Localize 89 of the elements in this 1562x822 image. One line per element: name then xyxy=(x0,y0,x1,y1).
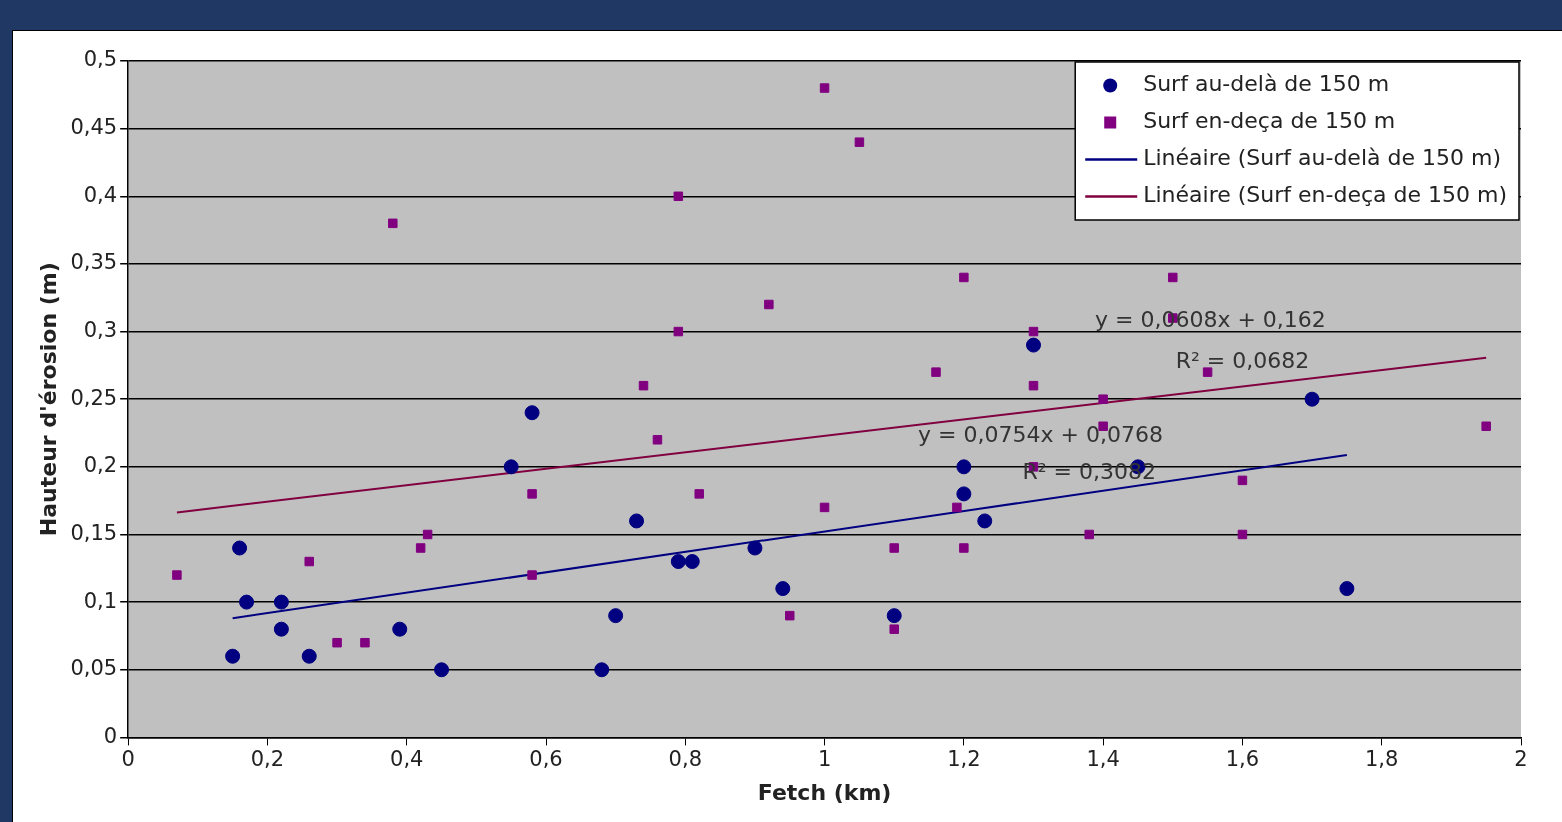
y-tick-label: 0,5 xyxy=(83,47,118,72)
y-axis-title: Hauteur d'érosion (m) xyxy=(35,262,61,537)
point xyxy=(524,405,540,421)
point xyxy=(1304,391,1320,407)
point xyxy=(527,570,537,580)
point xyxy=(764,299,774,310)
point xyxy=(239,594,255,610)
legend-label: Surf en-deça de 150 m xyxy=(1143,108,1396,134)
point xyxy=(684,554,700,570)
point xyxy=(652,435,663,445)
legend-label: Linéaire (Surf au-delà de 150 m) xyxy=(1143,145,1501,171)
point xyxy=(854,137,865,147)
x-tick-label: 1,2 xyxy=(947,747,981,772)
point xyxy=(304,556,314,567)
point xyxy=(747,540,763,556)
point xyxy=(819,83,830,93)
point xyxy=(977,513,993,529)
point xyxy=(1028,380,1039,391)
point xyxy=(1237,475,1248,486)
point xyxy=(638,380,649,391)
point xyxy=(775,581,791,597)
point xyxy=(434,662,450,678)
y-tick-label: 0,1 xyxy=(83,588,118,613)
point xyxy=(301,648,317,664)
point xyxy=(1098,394,1108,404)
annotation: y = 0,0608x + 0,162 xyxy=(1094,307,1326,333)
point xyxy=(959,272,969,283)
legend-label: Surf au-delà de 150 m xyxy=(1143,71,1390,97)
y-tick-label: 0,4 xyxy=(83,182,118,207)
point xyxy=(388,218,398,229)
y-tick-label: 0,45 xyxy=(70,115,118,140)
x-tick-label: 1,8 xyxy=(1365,747,1399,772)
point xyxy=(952,502,962,513)
point xyxy=(1237,529,1248,540)
point xyxy=(608,608,624,624)
point xyxy=(232,540,248,556)
point xyxy=(360,637,370,648)
x-tick-label: 1,4 xyxy=(1086,747,1120,772)
legend-label: Linéaire (Surf en-deça de 150 m) xyxy=(1143,182,1508,208)
point xyxy=(1339,581,1355,597)
point xyxy=(1202,367,1213,377)
point xyxy=(527,489,537,499)
point xyxy=(332,637,342,648)
point xyxy=(670,554,686,570)
y-tick-label: 0,2 xyxy=(83,453,118,478)
point xyxy=(225,648,241,664)
y-tick-label: 0,3 xyxy=(83,318,118,343)
point xyxy=(673,326,684,337)
x-tick-label: 2 xyxy=(1514,747,1528,772)
point xyxy=(629,513,645,529)
point xyxy=(415,543,426,553)
point xyxy=(1168,272,1178,283)
y-tick-label: 0,15 xyxy=(70,520,118,545)
point xyxy=(931,367,941,377)
x-tick-label: 0 xyxy=(121,747,135,772)
point xyxy=(1026,337,1042,353)
point xyxy=(1084,529,1094,540)
point xyxy=(422,529,433,540)
annotation: R² = 0,0682 xyxy=(1175,347,1310,373)
y-tick-label: 0,05 xyxy=(70,656,118,681)
point xyxy=(889,624,899,634)
point xyxy=(172,570,182,580)
point xyxy=(1028,326,1039,337)
x-tick-label: 1,6 xyxy=(1225,747,1260,772)
point xyxy=(889,543,899,553)
point xyxy=(1481,421,1491,431)
point xyxy=(785,610,795,621)
x-tick-label: 0,4 xyxy=(390,747,424,772)
point xyxy=(694,489,704,499)
annotation: y = 0,0754x + 0,0768 xyxy=(918,422,1163,448)
point xyxy=(273,621,289,637)
point xyxy=(594,662,610,678)
point xyxy=(819,502,830,513)
point xyxy=(273,594,289,610)
y-tick-label: 0 xyxy=(103,723,118,748)
x-tick-label: 0,8 xyxy=(668,747,702,772)
point xyxy=(503,459,519,475)
point xyxy=(959,543,969,553)
x-tick-label: 0,6 xyxy=(529,747,563,772)
x-tick-label: 1 xyxy=(817,747,832,772)
x-tick-label: 0,2 xyxy=(250,747,285,772)
y-tick-label: 0,25 xyxy=(70,385,118,410)
point xyxy=(956,486,972,502)
point xyxy=(956,459,972,475)
point xyxy=(886,608,902,624)
x-axis-title: Fetch (km) xyxy=(757,779,892,805)
point xyxy=(392,621,408,637)
y-tick-label: 0,35 xyxy=(70,250,118,275)
point xyxy=(673,191,684,202)
